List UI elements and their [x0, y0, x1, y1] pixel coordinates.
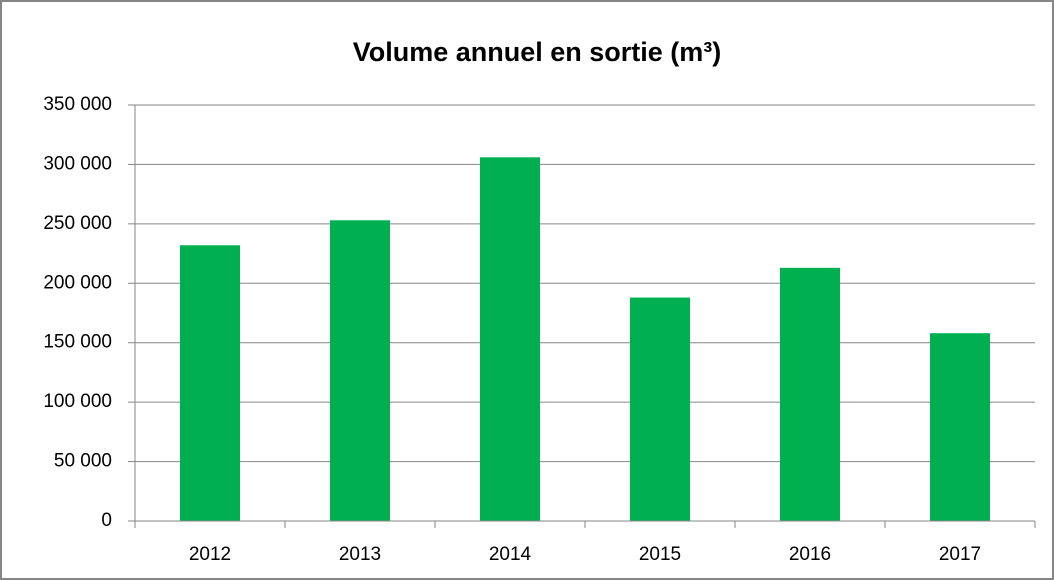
x-tick-label: 2013	[339, 544, 381, 565]
bar	[180, 245, 240, 521]
y-tick-label: 100 000	[43, 391, 112, 412]
x-tick-label: 2016	[789, 544, 831, 565]
y-tick-label: 350 000	[43, 94, 112, 115]
bar	[330, 220, 390, 521]
x-tick-label: 2015	[639, 544, 681, 565]
x-tick-label: 2014	[489, 544, 532, 565]
y-tick-label: 150 000	[43, 332, 112, 353]
y-tick-label: 50 000	[54, 451, 112, 472]
x-tick-label: 2017	[939, 544, 981, 565]
y-tick-label: 200 000	[43, 272, 112, 293]
x-tick-label: 2012	[189, 544, 231, 565]
y-tick-label: 0	[101, 510, 112, 531]
bar	[480, 157, 540, 521]
bar	[930, 333, 990, 521]
y-tick-label: 300 000	[43, 153, 112, 174]
bar	[780, 267, 840, 521]
y-tick-label: 250 000	[43, 213, 112, 234]
chart-title: Volume annuel en sortie (m³)	[353, 37, 722, 67]
bar	[630, 297, 690, 521]
